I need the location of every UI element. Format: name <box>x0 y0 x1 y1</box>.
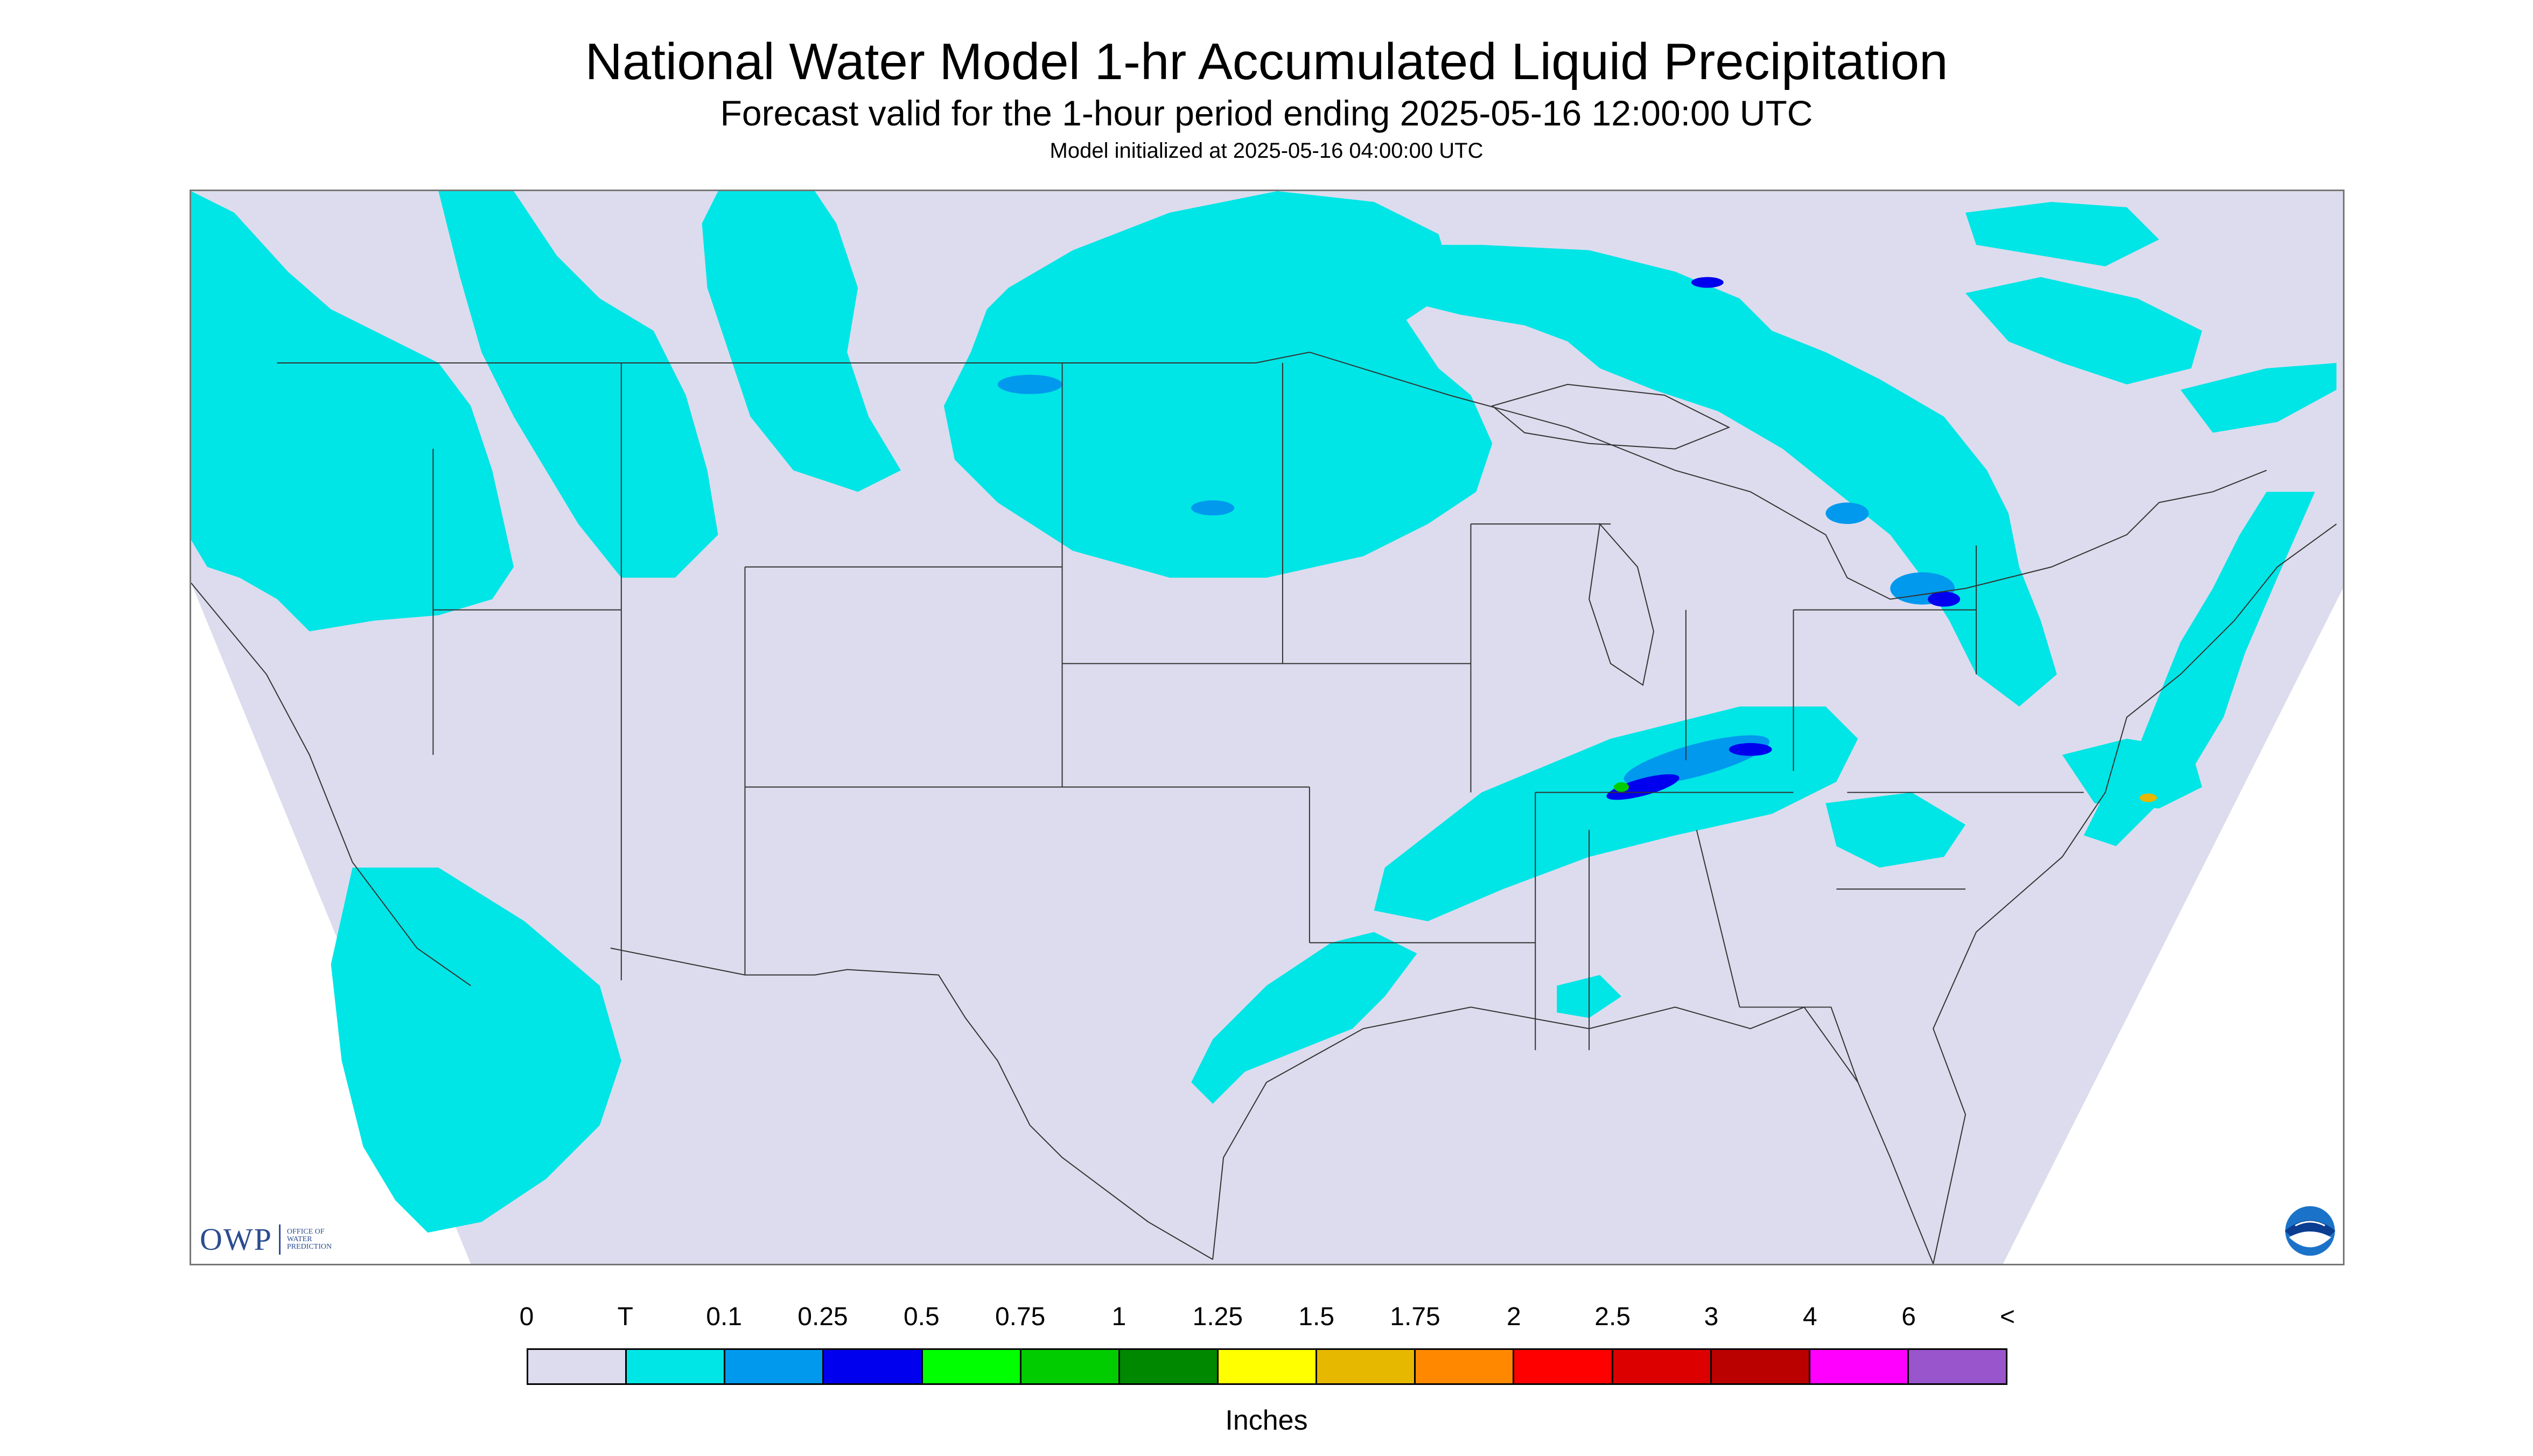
owp-logo-subtitle: OFFICE OF WATER PREDICTION <box>286 1227 332 1251</box>
us-mexico-border <box>610 947 1213 1260</box>
state-lines-west <box>432 363 1310 981</box>
tennessee-heavy-cell <box>1606 774 1680 800</box>
lake-michigan <box>1589 522 1654 686</box>
legend-swatch-13 <box>1810 1350 1909 1383</box>
map-title: National Water Model 1-hr Accumulated Li… <box>585 33 1948 90</box>
carolina-precip <box>1825 792 1966 868</box>
great-lakes-band-precip <box>1309 244 2057 707</box>
us-canada-border <box>277 352 2267 600</box>
legend-tick-label: 1.5 <box>1298 1303 1335 1331</box>
map-subtitle: Forecast valid for the 1-hour period end… <box>720 93 1813 133</box>
state-lines-east <box>1685 545 2084 1083</box>
political-borders <box>191 352 2337 1264</box>
owp-logo: OWP OFFICE OF WATER PREDICTION <box>200 1221 332 1257</box>
precipitation-map[interactable]: OWP OFFICE OF WATER PREDICTION <box>190 190 2345 1265</box>
quebec-precip <box>1965 201 2159 267</box>
legend-swatch-2 <box>725 1350 824 1383</box>
legend-swatch-12 <box>1711 1350 1810 1383</box>
moderate-precip-areas <box>997 277 2157 802</box>
legend-swatch-8 <box>1317 1350 1416 1383</box>
legend-tick-label: < <box>1999 1303 2016 1331</box>
tennessee-green-cell <box>1614 782 1629 792</box>
northeast-precip <box>2180 363 2337 433</box>
gulf-coast-line <box>1212 1006 1934 1264</box>
legend-swatch-9 <box>1416 1350 1515 1383</box>
atlantic-coast-line <box>1933 523 2337 1264</box>
legend-tick-label: 0.1 <box>706 1303 743 1331</box>
canada-heavy-cell <box>1691 277 1724 288</box>
california-coast <box>191 583 471 986</box>
legend-tick-label: 0 <box>519 1303 534 1331</box>
legend-tick-label: 0.5 <box>903 1303 940 1331</box>
precip-color-legend <box>527 1348 2007 1385</box>
legend-swatch-10 <box>1514 1350 1613 1383</box>
legend-swatch-3 <box>824 1350 923 1383</box>
legend-tick-label: 2.5 <box>1594 1303 1631 1331</box>
noaa-logo <box>2284 1205 2336 1257</box>
legend-tick-label: 2 <box>1506 1303 1521 1331</box>
legend-tick-label: 1.75 <box>1390 1303 1440 1331</box>
conus-map-canvas <box>191 191 2343 1264</box>
legend-swatch-6 <box>1119 1350 1219 1383</box>
legend-swatch-0 <box>528 1350 627 1383</box>
legend-tick-label: 3 <box>1704 1303 1719 1331</box>
dakota-moderate-cell <box>997 374 1062 394</box>
atlantic-orange-cell <box>2139 793 2157 802</box>
legend-tick-label: 4 <box>1802 1303 1817 1331</box>
dakota-moderate-cell-2 <box>1191 500 1235 516</box>
legend-swatch-14 <box>1908 1350 2006 1383</box>
legend-tick-label: 0.75 <box>995 1303 1046 1331</box>
legend-swatch-5 <box>1021 1350 1120 1383</box>
legend-swatch-1 <box>627 1350 726 1383</box>
legend-swatch-7 <box>1218 1350 1318 1383</box>
tennessee-heavy-cell-2 <box>1729 743 1772 756</box>
model-init-time: Model initialized at 2025-05-16 04:00:00… <box>1049 139 1484 163</box>
owp-logo-text: OWP <box>200 1222 272 1257</box>
maritimes-precip <box>1965 277 2202 384</box>
legend-swatch-4 <box>922 1350 1021 1383</box>
state-lines-central <box>1282 363 1794 1051</box>
legend-tick-label: 1 <box>1111 1303 1126 1331</box>
legend-tick-label: T <box>617 1303 633 1331</box>
gulf-coast-precip <box>1191 932 1417 1104</box>
legend-tick-label: 6 <box>1901 1303 1916 1331</box>
owp-logo-divider <box>278 1224 281 1255</box>
great-lakes-moderate-cell <box>1825 502 1869 524</box>
offshore-atlantic-precip <box>2062 738 2202 809</box>
southern-california-precip <box>331 867 621 1233</box>
great-lakes-heavy-cell <box>1928 591 1961 607</box>
lake-superior <box>1491 383 1731 450</box>
legend-tick-label: 0.25 <box>797 1303 848 1331</box>
dakotas-precip <box>943 191 1493 578</box>
idaho-montana-precip <box>438 191 718 578</box>
legend-swatch-11 <box>1613 1350 1712 1383</box>
legend-units-label: Inches <box>1225 1405 1308 1436</box>
trace-precip-areas <box>191 191 2337 1233</box>
montana-north-precip <box>702 191 901 492</box>
legend-tick-label: 1.25 <box>1192 1303 1243 1331</box>
